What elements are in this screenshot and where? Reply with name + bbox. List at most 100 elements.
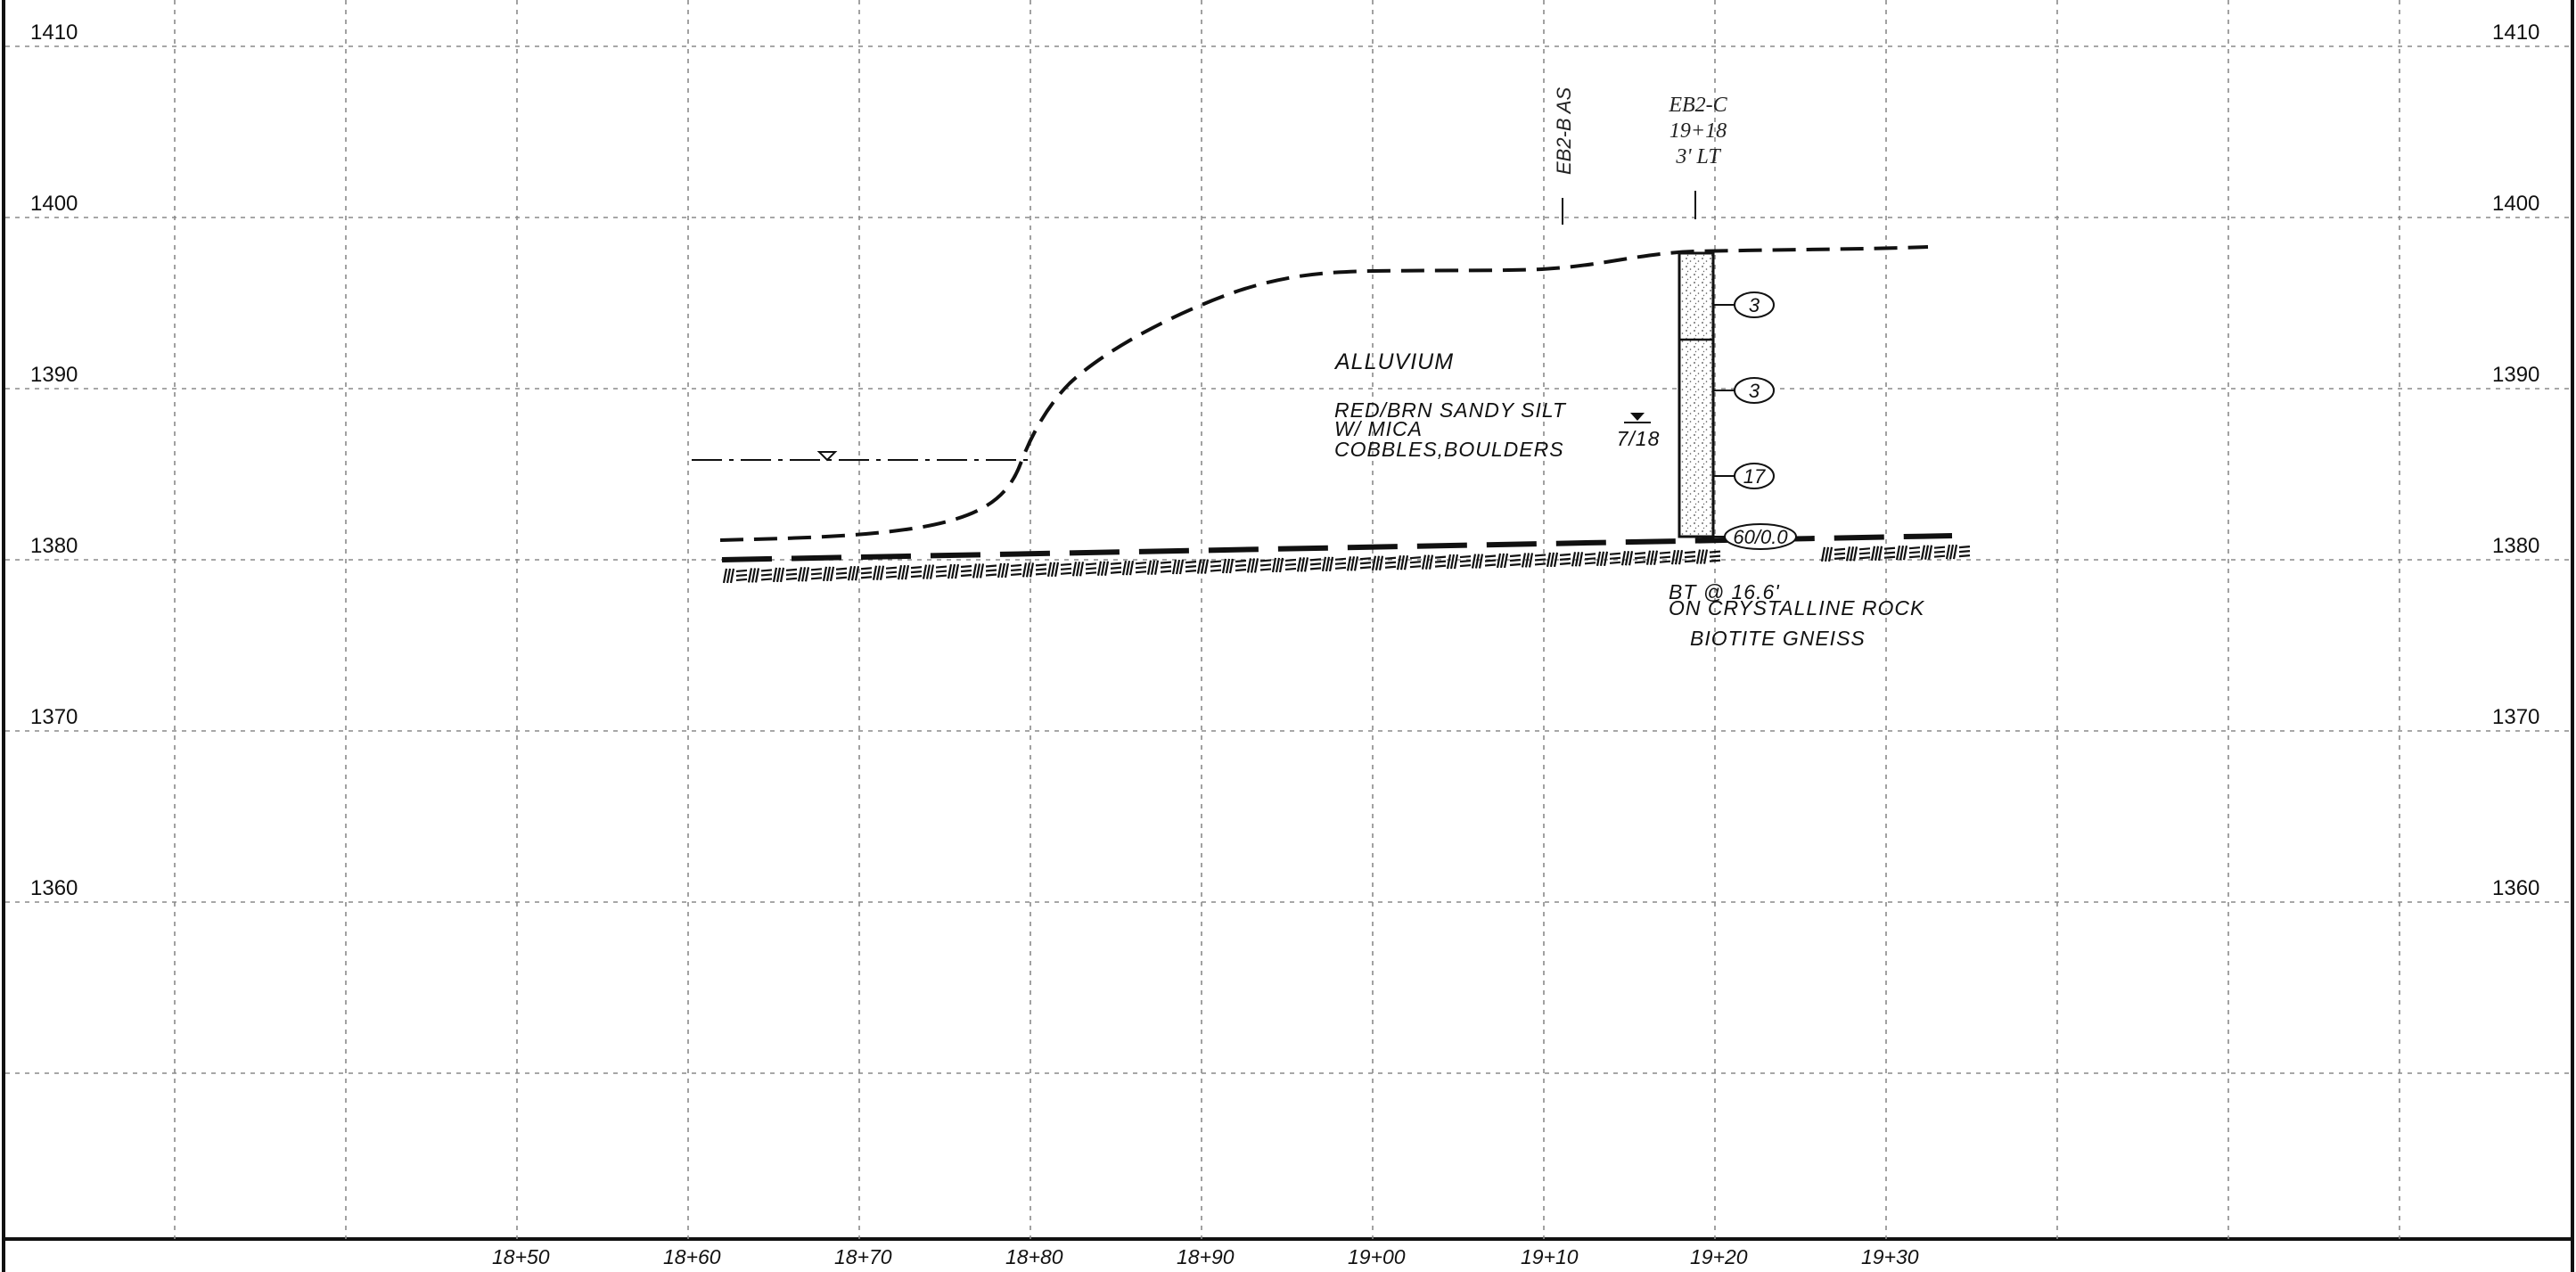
rock-hatch-stroke (1303, 557, 1309, 572)
rock-hatch-stroke (1309, 562, 1322, 566)
rock-hatch-stroke (1035, 563, 1047, 567)
station-label: 18+90 (1177, 1245, 1235, 1268)
rock-hatch-stroke (1121, 560, 1128, 576)
rock-hatch-stroke (1453, 554, 1459, 570)
rock-hatch-stroke (1321, 556, 1327, 572)
rock-hatch-stroke (900, 564, 907, 580)
rock-hatch-stroke (1534, 554, 1546, 557)
rock-hatch-stroke (1484, 554, 1497, 558)
rock-hatch-stroke (860, 571, 873, 575)
rock-hatch-stroke (1534, 558, 1546, 562)
rock-hatch-stroke (1509, 554, 1522, 558)
rock-hatch-stroke (1029, 562, 1035, 578)
rock-hatch-stroke (1396, 554, 1402, 570)
elevation-label: 1400 (2492, 192, 2539, 216)
rock-hatch-stroke (1509, 558, 1522, 562)
rock-hatch-stroke (1895, 546, 1901, 561)
rock-hatch-stroke (1010, 563, 1022, 568)
boring-eb2-b: EB2-B AS (1553, 86, 1575, 225)
blow-count-oval (1734, 291, 1775, 318)
rock-hatch-stroke (1609, 556, 1621, 560)
rock-hatch-stroke (1877, 546, 1883, 561)
rock-hatch-stroke (1334, 562, 1347, 565)
rock-hatch-stroke (1060, 562, 1072, 566)
rock-hatch-stroke (797, 567, 803, 582)
rock-hatch-stroke (1474, 554, 1481, 569)
rock-hatch-stroke (835, 576, 848, 579)
rock-hatch-stroke (1284, 558, 1297, 562)
rock-hatch-stroke (1908, 546, 1921, 550)
station-label: 18+70 (834, 1245, 892, 1268)
rock-hatch-stroke (1359, 557, 1372, 561)
rock-hatch-stroke (1409, 556, 1422, 560)
rock-hatch-stroke (1824, 546, 1830, 562)
rock-hatch-stroke (1459, 554, 1472, 559)
rock-hatch-stroke (1709, 550, 1721, 554)
station-labels: 18+50 18+60 18+70 18+80 18+90 19+00 19+1… (492, 1245, 1919, 1268)
rock-hatch-stroke (1235, 559, 1247, 563)
rock-hatch-stroke (1702, 549, 1709, 564)
rock-hatch-stroke (885, 566, 898, 570)
rock-note-line: BIOTITE GNEISS (1690, 627, 1866, 650)
rock-hatch-stroke (1952, 544, 1958, 560)
rock-hatch-stroke (1852, 546, 1858, 562)
rock-hatch-stroke (1553, 552, 1559, 568)
rock-hatch-stroke (1278, 557, 1284, 573)
rock-hatch-stroke (1160, 561, 1172, 564)
rock-hatch-stroke (910, 570, 923, 574)
rock-hatch-stroke (1559, 553, 1571, 556)
rock-hatch-stroke (960, 569, 972, 573)
rock-hatch-stroke (1259, 568, 1272, 571)
rock-hatch-stroke (1100, 561, 1106, 576)
rock-hatch-stroke (1599, 551, 1605, 566)
rock-hatch-stroke (1203, 559, 1210, 574)
rock-hatch-stroke (779, 567, 785, 583)
boring-eb2-c-label-id: EB2-C (1668, 94, 1727, 117)
rock-hatch-stroke (785, 572, 798, 576)
rock-hatch-stroke (1325, 556, 1331, 572)
rock-hatch-stroke (1958, 550, 1971, 554)
elevation-label: 1360 (2492, 876, 2539, 900)
rock-hatch-stroke (1421, 554, 1427, 570)
rock-hatch-stroke (1403, 554, 1409, 570)
rock-hatch-stroke (1025, 562, 1031, 578)
rock-hatch-stroke (1584, 562, 1596, 565)
station-label: 19+00 (1348, 1245, 1406, 1268)
rock-hatch-stroke (1446, 554, 1452, 570)
rock-hatch-stroke (879, 565, 885, 580)
rock-hatch-stroke (1399, 554, 1406, 570)
station-label: 18+80 (1005, 1245, 1063, 1268)
rock-hatch-stroke (1578, 552, 1584, 567)
rock-hatch-stroke (1645, 550, 1652, 565)
rock-hatch-stroke (1359, 562, 1372, 565)
rock-hatch-stroke (722, 568, 728, 584)
rock-hatch-stroke (1384, 556, 1397, 560)
rock-hatch-stroke (1178, 559, 1185, 575)
groundwater-triangle-icon (1630, 413, 1645, 421)
rock-hatch-stroke (1484, 563, 1497, 567)
rock-hatch-stroke (1933, 550, 1946, 554)
station-label: 19+20 (1690, 1245, 1748, 1268)
rock-hatch-stroke (1678, 549, 1684, 565)
grid-horizontal-lines (5, 45, 2571, 1074)
blow-count-oval (1734, 377, 1775, 404)
rock-hatch-stroke (1210, 569, 1222, 572)
rock-hatch-stroke (1175, 559, 1181, 575)
rock-hatch-stroke (1096, 561, 1103, 576)
rock-hatch-stroke (860, 576, 873, 579)
rock-hatch-stroke (947, 563, 953, 579)
elevation-label: 1410 (30, 21, 78, 45)
rock-hatch-stroke (1459, 559, 1472, 563)
groundwater-marker: 7/18 (1617, 413, 1659, 450)
rock-hatch-stroke (1035, 572, 1047, 576)
rock-hatch-stroke (1434, 564, 1447, 568)
rock-hatch-stroke (885, 575, 898, 579)
rock-hatch-stroke (1883, 551, 1896, 554)
rock-hatch-stroke (960, 564, 972, 569)
rock-hatch-stroke (922, 564, 928, 579)
rock-hatch-stroke (1933, 554, 1946, 558)
rock-hatch-stroke (1346, 556, 1352, 571)
elevation-label: 1380 (2492, 534, 2539, 558)
